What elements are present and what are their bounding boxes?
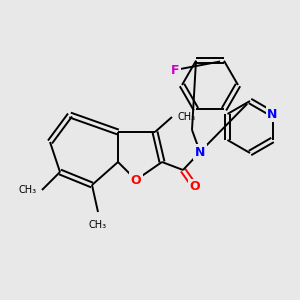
Text: O: O (190, 181, 200, 194)
Text: CH₃: CH₃ (89, 220, 107, 230)
Text: F: F (171, 64, 179, 76)
Text: CH₃: CH₃ (177, 112, 195, 122)
Text: CH₃: CH₃ (19, 185, 37, 195)
Text: O: O (131, 173, 141, 187)
Text: N: N (195, 146, 205, 158)
Text: N: N (267, 107, 278, 121)
